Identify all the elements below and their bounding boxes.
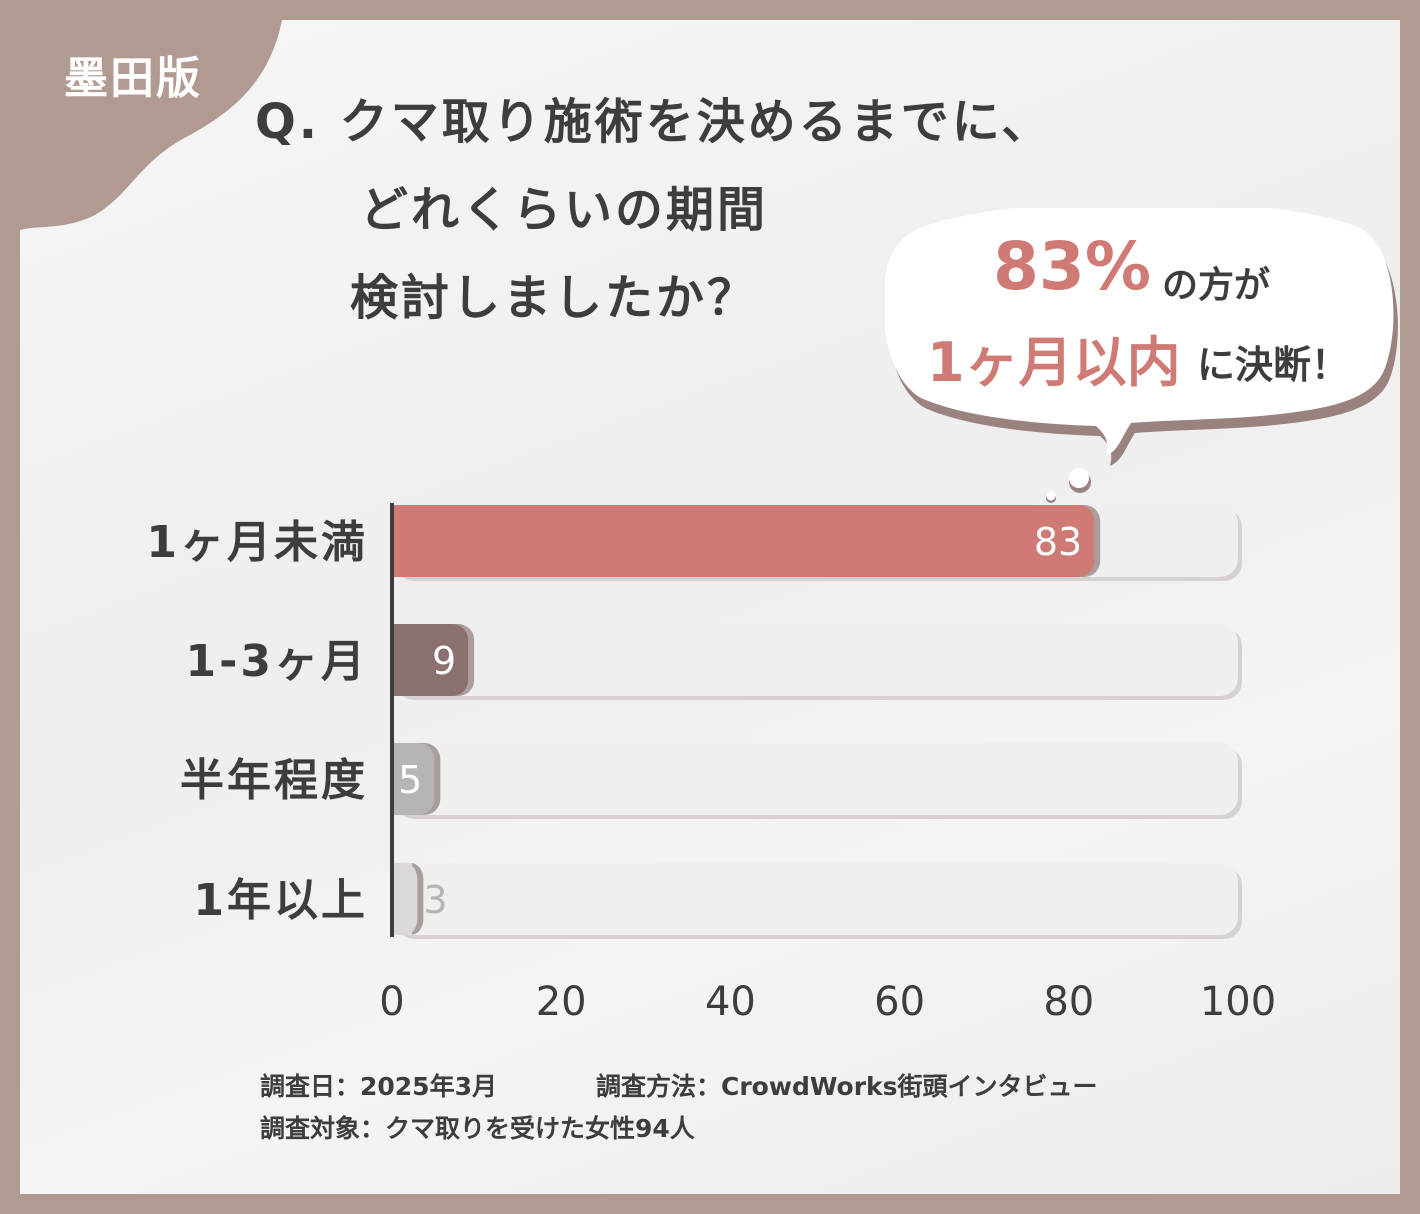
bar-left-fill (392, 863, 412, 935)
title-line-3: 検討しましたか？ (350, 270, 759, 326)
x-tick-label: 100 (1200, 979, 1276, 1025)
bar-track (392, 863, 1238, 935)
bar-chart: 83 1ヶ月未満 9 1-3ヶ月 5 半年程度 3 1年以上 0 20 40 60 80 100 (146, 503, 1276, 1025)
bar-track (392, 624, 1238, 696)
category-label: 1ヶ月未満 (146, 517, 368, 568)
bar (392, 505, 1095, 577)
region-badge: 墨田版 (64, 53, 202, 104)
x-tick-label: 0 (379, 979, 404, 1025)
bar-left-fill (392, 743, 412, 815)
x-tick-label: 60 (874, 979, 925, 1025)
bar-value-label: 83 (1034, 520, 1082, 564)
bar-value-label: 9 (432, 639, 456, 683)
category-label: 1-3ヶ月 (186, 636, 369, 687)
bar-left-fill (392, 624, 412, 696)
title-line-1: Q. クマ取り施術を決めるまでに、 (255, 94, 1053, 150)
callout-percent: 83% (993, 228, 1151, 305)
bar-track (392, 743, 1238, 815)
survey-method: 調査方法：CrowdWorks街頭インタビュー (596, 1072, 1098, 1101)
survey-date: 調査日：2025年3月 (260, 1072, 497, 1101)
category-label: 半年程度 (180, 755, 368, 806)
callout-text-1: の方が (1162, 265, 1271, 306)
infographic-card: 墨田版 Q. クマ取り施術を決めるまでに、 どれくらいの期間 検討しましたか？ … (20, 20, 1400, 1194)
bar-value-label: 3 (423, 878, 447, 922)
callout-text-2: に決断！ (1197, 343, 1350, 387)
title-line-2: どれくらいの期間 (360, 182, 769, 238)
x-tick-label: 20 (536, 979, 587, 1025)
survey-target: 調査対象：クマ取りを受けた女性94人 (260, 1114, 695, 1143)
speech-bubble-shape (885, 208, 1398, 503)
bar-left-fill (392, 505, 412, 577)
x-tick-label: 80 (1043, 979, 1094, 1025)
corner-badge-shape (20, 20, 282, 230)
x-tick-label: 40 (705, 979, 756, 1025)
bar-value-label: 5 (398, 758, 422, 802)
callout-highlight: 1ヶ月以内 (927, 331, 1181, 394)
category-label: 1年以上 (193, 875, 368, 926)
